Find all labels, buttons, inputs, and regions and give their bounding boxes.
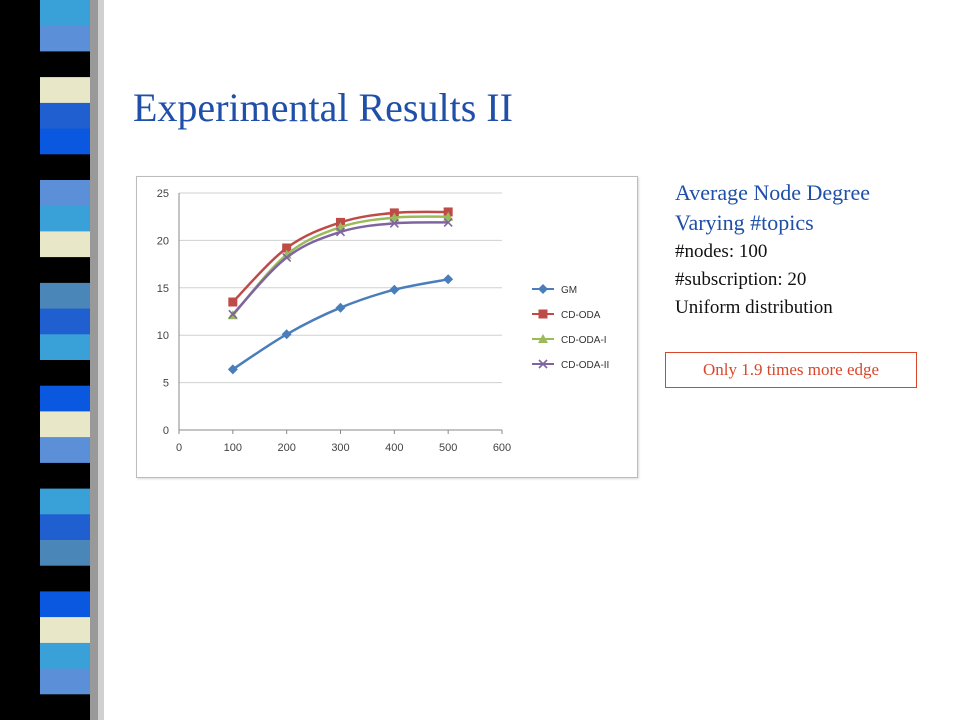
side-bar-block: [40, 668, 90, 695]
data-point: [443, 274, 454, 285]
side-bar-block: [40, 642, 90, 670]
x-tick-label: 400: [385, 442, 403, 454]
data-point: [443, 211, 454, 221]
data-point: [335, 227, 346, 237]
side-bar-block: [40, 437, 90, 464]
side-bar-shadow-light: [98, 0, 104, 720]
legend-label: CD-ODA-I: [561, 335, 607, 346]
side-bar-block: [40, 180, 90, 207]
chart-frame: 0 5 10 15 20 25 0 100 200 300 400 500 600 GM CD-ODA CD-…: [136, 176, 638, 478]
x-tick-label: 0: [176, 442, 182, 454]
side-bar-block: [40, 617, 90, 644]
legend-entry: CD-ODA-I: [532, 334, 607, 346]
side-bar-block: [40, 488, 90, 515]
series-cd-oda-ii: [228, 217, 453, 319]
side-bar-block: [40, 77, 90, 104]
y-tick-label: 25: [157, 188, 169, 200]
data-point: [282, 243, 292, 253]
side-bar-block: [40, 462, 90, 490]
side-bar-block: [40, 25, 90, 52]
side-bar-block: [40, 257, 90, 284]
data-point: [282, 252, 292, 263]
series-gm: [227, 274, 454, 375]
info-distribution: Uniform distribution: [675, 297, 833, 318]
x-tick-label: 600: [493, 442, 511, 454]
side-bar-block: [40, 282, 90, 310]
side-bar-block: [40, 565, 90, 592]
data-point: [281, 329, 292, 340]
x-tick-label: 200: [277, 442, 295, 454]
side-bar-block: [40, 102, 90, 130]
side-bar-block: [40, 154, 90, 181]
y-tick-label: 10: [157, 330, 169, 342]
legend-entry: CD-ODA-II: [532, 359, 609, 371]
y-tick-label: 20: [157, 235, 169, 247]
y-tick-label: 15: [157, 283, 169, 295]
info-panel: Average Node Degree Varying #topics #nod…: [675, 178, 870, 322]
side-bar-block: [40, 51, 90, 78]
data-point: [228, 309, 238, 319]
x-tick-label: 500: [439, 442, 457, 454]
side-bar-block: [40, 385, 90, 412]
data-point: [538, 359, 548, 369]
info-heading-average-node-degree: Average Node Degree: [675, 180, 871, 205]
decorative-side-bar: [0, 0, 104, 720]
side-bar-block: [40, 308, 90, 335]
data-point: [538, 309, 548, 319]
side-bar-block: [40, 128, 90, 155]
data-point: [389, 218, 399, 228]
info-subscription: #subscription: 20: [675, 269, 807, 290]
legend-label: CD-ODA: [561, 310, 601, 321]
side-bar-block: [40, 514, 90, 541]
info-heading-varying-topics: Varying #topics: [675, 210, 814, 235]
line-chart: 0 5 10 15 20 25 0 100 200 300 400 500 600 GM CD-ODA CD-…: [157, 188, 610, 454]
legend-entry: GM: [532, 284, 577, 296]
side-bar-block: [40, 694, 90, 720]
legend-label: GM: [561, 285, 577, 296]
side-bar-block: [40, 334, 90, 361]
data-point: [227, 364, 238, 375]
side-bar-block: [40, 411, 90, 438]
callout-box: Only 1.9 times more edge: [665, 352, 917, 388]
data-point: [389, 284, 400, 295]
y-tick-label: 0: [163, 425, 169, 437]
side-bar-block: [40, 231, 90, 258]
side-bar-shadow: [90, 0, 98, 720]
side-bar-block: [40, 591, 90, 618]
data-point: [228, 297, 238, 307]
data-point: [335, 302, 346, 313]
data-point: [538, 284, 548, 294]
side-bar-block: [40, 205, 90, 232]
x-tick-label: 100: [224, 442, 242, 454]
y-tick-label: 5: [163, 378, 169, 390]
data-point: [389, 212, 400, 222]
legend-entry: CD-ODA: [532, 309, 601, 321]
side-bar-base: [0, 0, 40, 720]
side-bar-block: [40, 360, 90, 387]
data-point: [538, 334, 548, 343]
slide-title: Experimental Results II: [133, 85, 513, 130]
x-tick-label: 300: [331, 442, 349, 454]
info-nodes: #nodes: 100: [675, 241, 768, 262]
series-line: [232, 278, 449, 371]
side-bar-block: [40, 540, 90, 567]
side-bar-block: [40, 0, 90, 27]
legend-label: CD-ODA-II: [561, 360, 609, 371]
data-point: [443, 217, 453, 227]
